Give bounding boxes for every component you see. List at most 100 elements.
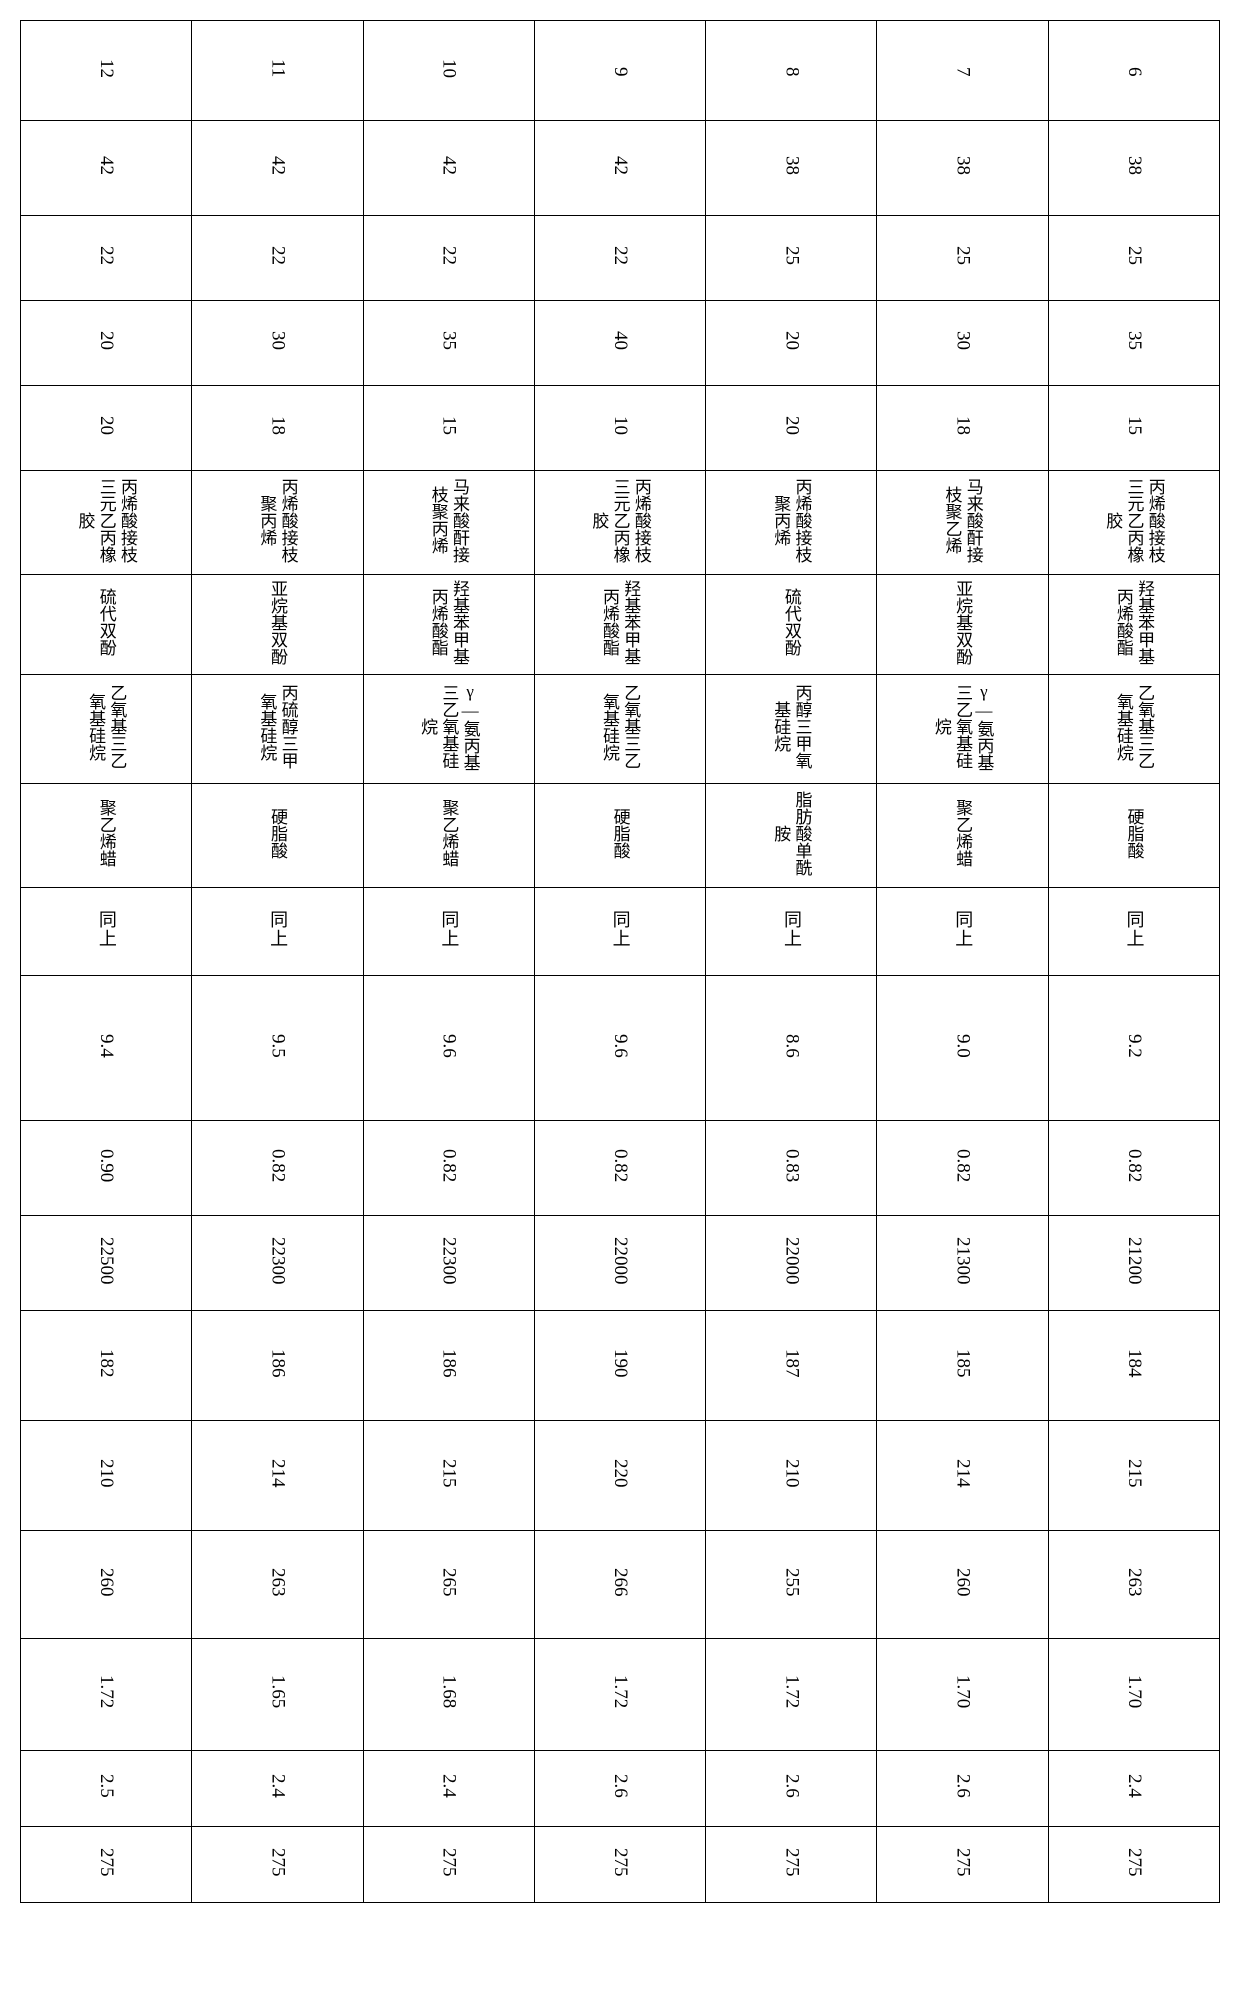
cell-text: 0.82: [952, 1149, 974, 1182]
table-body: 1211109876424242423838382222222225252520…: [21, 21, 1220, 1903]
cell-text: 275: [952, 1848, 974, 1877]
cell-text: 266: [609, 1568, 631, 1597]
table-cell: 275: [363, 1827, 534, 1903]
cell-text: 马来酸酐接枝聚乙烯: [941, 475, 984, 565]
table-row: 20181510201815: [21, 386, 1220, 471]
cell-text: 215: [438, 1459, 460, 1488]
table-cell: 亚烷基双酚: [877, 575, 1048, 675]
table-cell: 215: [1048, 1421, 1219, 1531]
cell-text: 214: [952, 1459, 974, 1488]
table-cell: 丙烯酸接枝三元乙丙橡胶: [534, 471, 705, 575]
cell-text: γ—氨丙基三乙氧基硅烷: [931, 679, 995, 774]
table-cell: 20: [21, 301, 192, 386]
table-cell: 22300: [363, 1216, 534, 1311]
cell-text: 2.4: [438, 1774, 460, 1798]
data-table: 1211109876424242423838382222222225252520…: [20, 20, 1220, 1903]
table-cell: 275: [877, 1827, 1048, 1903]
cell-text: 同上: [951, 910, 974, 948]
cell-text: 260: [952, 1568, 974, 1597]
cell-text: 羟基苯甲基丙烯酸酯: [1113, 579, 1156, 665]
table-cell: 脂肪酸单酰胺: [706, 784, 877, 888]
cell-text: 同上: [266, 910, 289, 948]
table-cell: 硬脂酸: [534, 784, 705, 888]
table-cell: 38: [877, 121, 1048, 216]
table-cell: 20: [21, 386, 192, 471]
table-cell: 同上: [706, 888, 877, 976]
table-cell: 1.72: [706, 1639, 877, 1751]
cell-text: 亚烷基双酚: [267, 580, 288, 665]
table-cell: 7: [877, 21, 1048, 121]
cell-text: 15: [1123, 416, 1145, 435]
cell-text: 215: [1123, 1459, 1145, 1488]
cell-text: 22300: [438, 1237, 460, 1285]
table-cell: 42: [21, 121, 192, 216]
table-cell: 275: [192, 1827, 363, 1903]
cell-text: 乙氧基三乙氧基硅烷: [1113, 679, 1156, 774]
table-cell: 25: [1048, 216, 1219, 301]
table-cell: 9.4: [21, 976, 192, 1121]
cell-text: 聚乙烯蜡: [438, 799, 459, 867]
table-cell: 22000: [706, 1216, 877, 1311]
table-cell: 6: [1048, 21, 1219, 121]
cell-text: 22: [609, 246, 631, 265]
table-cell: 丙烯酸接枝聚丙烯: [192, 471, 363, 575]
table-cell: 18: [192, 386, 363, 471]
cell-text: 22000: [609, 1237, 631, 1285]
table-cell: 40: [534, 301, 705, 386]
cell-text: 38: [780, 156, 802, 175]
cell-text: 12: [95, 59, 117, 78]
cell-text: 22500: [95, 1237, 117, 1285]
cell-text: 2.6: [609, 1774, 631, 1798]
table-cell: 8: [706, 21, 877, 121]
cell-text: 38: [1123, 156, 1145, 175]
table-cell: 羟基苯甲基丙烯酸酯: [1048, 575, 1219, 675]
table-cell: 265: [363, 1531, 534, 1639]
table-row: 275275275275275275275: [21, 1827, 1220, 1903]
cell-text: 0.83: [780, 1149, 802, 1182]
table-cell: 聚乙烯蜡: [877, 784, 1048, 888]
cell-text: 脂肪酸单酰胺: [770, 788, 813, 878]
table-cell: 263: [1048, 1531, 1219, 1639]
table-cell: 214: [877, 1421, 1048, 1531]
table-cell: 9.6: [363, 976, 534, 1121]
cell-text: 同上: [1122, 910, 1145, 948]
cell-text: 25: [952, 246, 974, 265]
table-cell: 260: [877, 1531, 1048, 1639]
table-row: 丙烯酸接枝三元乙丙橡胶丙烯酸接枝聚丙烯马来酸酐接枝聚丙烯丙烯酸接枝三元乙丙橡胶丙…: [21, 471, 1220, 575]
table-cell: 22: [192, 216, 363, 301]
cell-text: 硫代双酚: [781, 588, 802, 656]
table-cell: 马来酸酐接枝聚乙烯: [877, 471, 1048, 575]
cell-text: 265: [438, 1568, 460, 1597]
table-cell: 187: [706, 1311, 877, 1421]
cell-text: 22000: [780, 1237, 802, 1285]
cell-text: 42: [609, 156, 631, 175]
cell-text: 22: [95, 246, 117, 265]
table-cell: γ—氨丙基三乙氧基硅烷: [363, 675, 534, 784]
cell-text: 255: [780, 1568, 802, 1597]
cell-text: 186: [438, 1349, 460, 1378]
table-row: 硫代双酚亚烷基双酚羟基苯甲基丙烯酸酯羟基苯甲基丙烯酸酯硫代双酚亚烷基双酚羟基苯甲…: [21, 575, 1220, 675]
table-row: 9.49.59.69.68.69.09.2: [21, 976, 1220, 1121]
cell-text: 同上: [608, 910, 631, 948]
cell-text: 丙硫醇三甲氧基硅烷: [256, 679, 299, 774]
cell-text: 0.82: [609, 1149, 631, 1182]
cell-text: 同上: [94, 910, 117, 948]
table-cell: 0.82: [534, 1121, 705, 1216]
table-cell: 186: [192, 1311, 363, 1421]
table-cell: 275: [706, 1827, 877, 1903]
cell-text: 硫代双酚: [96, 588, 117, 656]
cell-text: 30: [952, 331, 974, 350]
table-cell: 220: [534, 1421, 705, 1531]
table-cell: 275: [21, 1827, 192, 1903]
cell-text: 10: [609, 416, 631, 435]
cell-text: 22300: [266, 1237, 288, 1285]
table-row: 0.900.820.820.820.830.820.82: [21, 1121, 1220, 1216]
table-cell: 0.82: [877, 1121, 1048, 1216]
table-cell: 2.6: [534, 1751, 705, 1827]
table-cell: 25: [706, 216, 877, 301]
table-cell: 35: [363, 301, 534, 386]
cell-text: 187: [780, 1349, 802, 1378]
table-cell: 0.82: [1048, 1121, 1219, 1216]
table-cell: 1.70: [1048, 1639, 1219, 1751]
table-cell: 210: [706, 1421, 877, 1531]
